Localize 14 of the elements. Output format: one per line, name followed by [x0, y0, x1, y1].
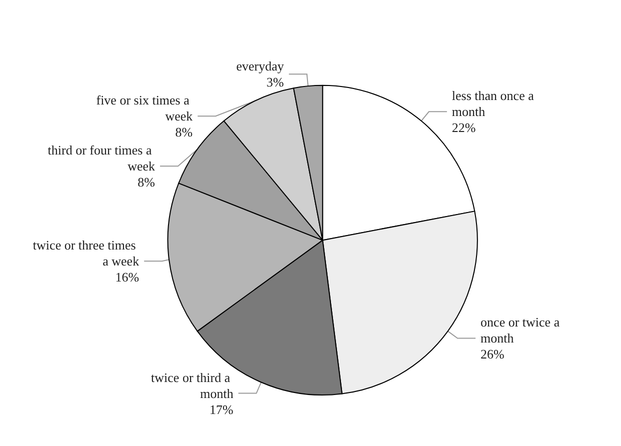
slice-label: five or six times a week: [96, 92, 194, 124]
data-label: 22%: [452, 120, 476, 136]
data-label: 16%: [115, 270, 140, 285]
slice-label: less than once a month: [452, 88, 538, 120]
slice-label: once or twice a month: [480, 314, 563, 346]
data-label: 17%: [210, 402, 234, 417]
slice-label: twice or three times a week: [32, 238, 140, 269]
data-label: 8%: [175, 124, 193, 140]
slice-label: everyday: [236, 58, 284, 74]
slice-label: third or four times a week: [48, 142, 156, 174]
data-label: 8%: [138, 174, 156, 190]
data-label: 3%: [266, 74, 284, 90]
data-label: 26%: [480, 346, 505, 362]
slice-label: twice or third a month: [151, 370, 234, 401]
